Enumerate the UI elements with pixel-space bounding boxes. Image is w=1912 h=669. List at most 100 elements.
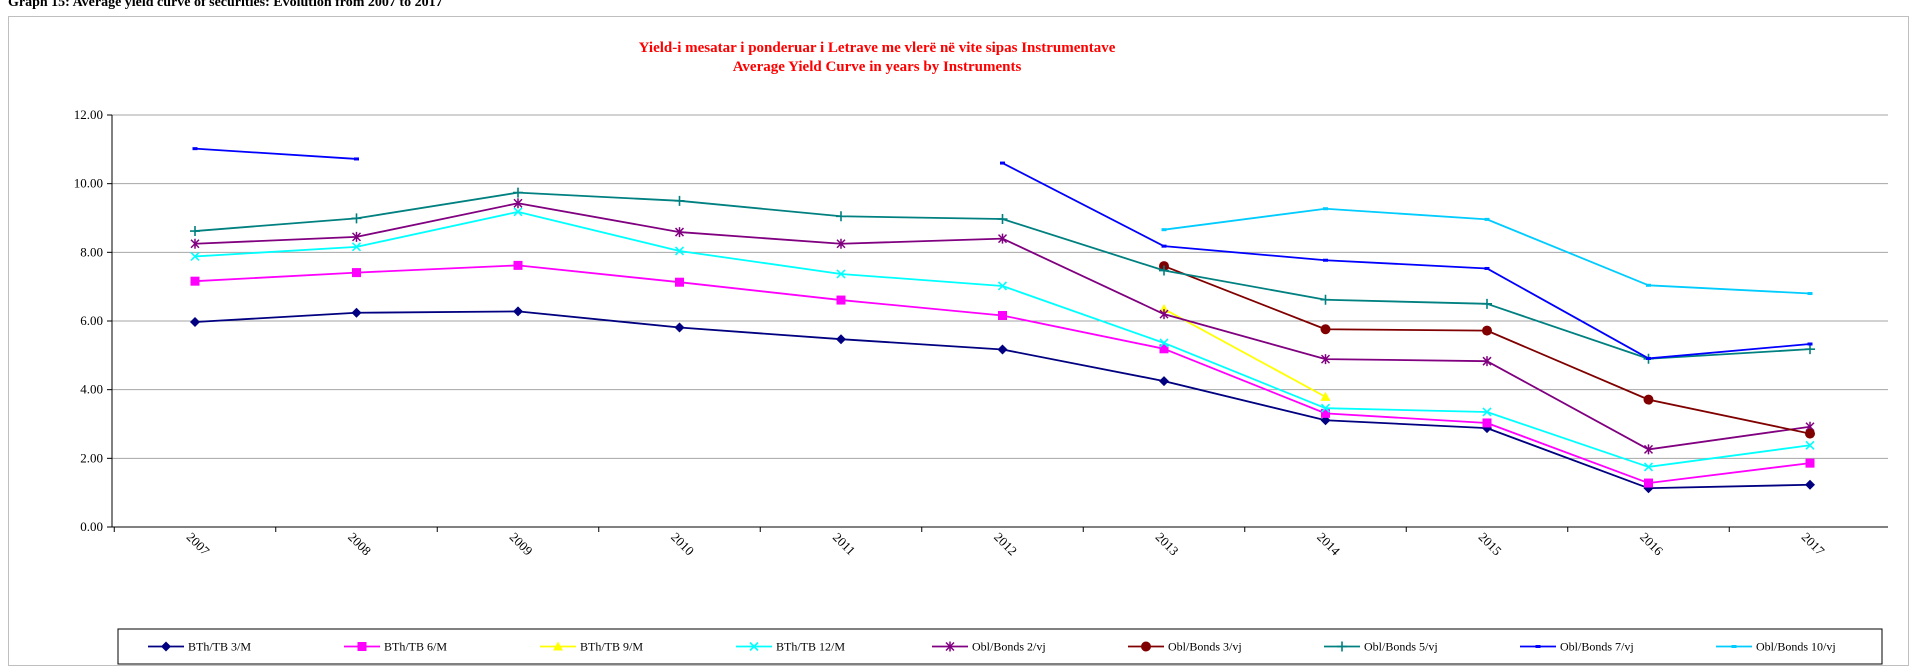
data-point [674,195,685,206]
legend-label: Obl/Bonds 2/vj [972,640,1046,654]
data-point [1320,391,1331,401]
data-point [351,213,362,224]
legend-item: BTh/TB 6/M [344,640,447,654]
data-point [1643,394,1654,405]
data-point [836,211,846,222]
data-point [836,269,846,279]
data-point [674,322,685,333]
legend-item: BTh/TB 9/M [540,640,643,654]
data-point [1161,228,1167,232]
x-tick-label: 2008 [345,529,374,558]
legend-item: Obl/Bonds 2/vj [932,640,1046,654]
data-point [354,157,359,161]
page-heading: Graph 15: Average yield curve of securit… [8,0,443,10]
data-point [1646,283,1651,287]
series-2 [190,260,1815,488]
data-point [1320,324,1331,335]
data-point [674,227,685,238]
legend-label: Obl/Bonds 7/vj [1560,640,1634,654]
series-5 [190,198,1815,455]
series-line [194,264,1811,484]
data-point [352,268,361,278]
data-point [1805,458,1815,468]
data-point [674,246,685,256]
x-tick-label: 2009 [507,529,536,558]
data-point [1643,444,1654,455]
data-point [351,231,362,242]
data-point [1159,265,1169,276]
series-7 [190,187,1815,364]
data-point [997,233,1008,244]
legend-item: BTh/TB 3/M [148,640,251,654]
legend-marker [1141,641,1151,652]
data-point [351,307,362,318]
x-tick-label: 2014 [1314,529,1343,558]
data-point [1323,207,1328,211]
legend-label: BTh/TB 6/M [384,640,447,654]
axes: 0.00 2.00 4.00 6.00 8.00 10.00 12.00 2007 2008 20… [74,107,1888,559]
series-4 [190,207,1815,472]
data-point [1159,344,1169,354]
series-8 [192,147,1813,360]
data-point [1482,298,1492,309]
chart-frame [8,16,1909,666]
series-line [1163,207,1811,295]
series-line [1163,265,1811,435]
y-tick-label: 12.00 [74,107,103,122]
legend-label: Obl/Bonds 3/vj [1168,640,1242,654]
legend-item: Obl/Bonds 7/vj [1520,640,1634,654]
data-point [190,226,200,237]
x-tick-label: 2015 [1476,529,1505,558]
legend-item: Obl/Bonds 10/vj [1716,640,1836,654]
data-point [513,207,523,217]
legend-marker [1337,641,1347,652]
data-point [836,295,846,305]
data-point [513,198,523,209]
data-point [190,276,200,286]
data-point [190,251,200,262]
legend-box [117,628,1883,665]
y-tick-label: 6.00 [80,313,103,328]
series-1 [190,306,1815,494]
data-point [1159,338,1169,348]
series-6 [1159,261,1815,439]
data-point [836,334,846,345]
data-point [1323,258,1328,262]
data-point [1807,342,1813,346]
series-9 [1161,207,1813,296]
data-point [997,344,1008,355]
data-point [997,281,1008,291]
legend-item: Obl/Bonds 3/vj [1128,640,1242,654]
data-point [513,187,523,198]
data-point [1643,462,1654,472]
legend-label: Obl/Bonds 5/vj [1364,640,1438,654]
data-point [1161,244,1167,248]
legend-marker [945,641,955,652]
data-point [513,260,523,270]
legend-label: BTh/TB 3/M [188,640,251,654]
legend-item: BTh/TB 12/M [736,640,845,654]
data-point [190,317,200,328]
data-point [1646,356,1651,360]
x-tick-label: 2016 [1637,529,1666,558]
data-point [1000,161,1005,165]
data-point [1484,217,1490,221]
series-lines [190,147,1815,494]
data-point [836,238,846,249]
data-point [1320,354,1331,365]
legend-item: Obl/Bonds 5/vj [1324,640,1438,654]
data-point [1320,403,1331,413]
data-point [1482,325,1492,336]
y-tick-label: 0.00 [80,519,103,534]
series-line [194,210,1811,468]
data-point [1805,479,1815,490]
data-point [1320,294,1331,305]
y-tick-label: 4.00 [80,382,103,397]
data-point [1805,440,1815,450]
legend-marker [1731,645,1737,648]
x-tick-label: 2011 [830,529,859,558]
legend-marker [357,642,367,651]
series-line [1002,162,1811,360]
legend-marker [749,641,759,652]
y-tick-label: 8.00 [80,244,103,259]
